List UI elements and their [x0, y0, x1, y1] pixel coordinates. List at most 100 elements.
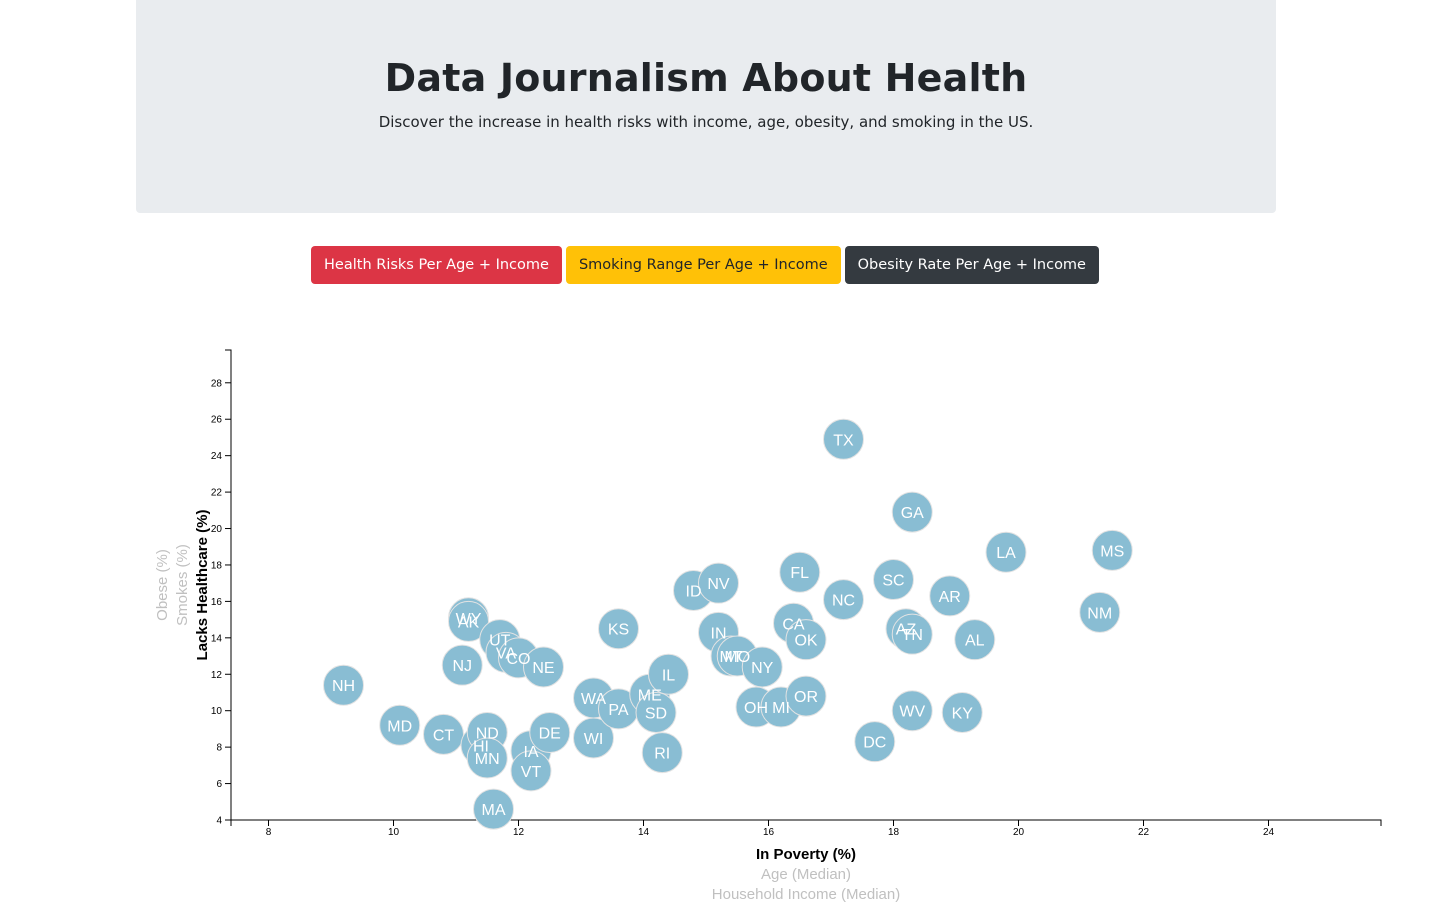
y-tick-label: 14 — [211, 633, 223, 644]
state-circle-fl[interactable] — [779, 551, 821, 593]
y-tick-label: 8 — [216, 743, 222, 754]
state-circle-tn[interactable] — [891, 613, 933, 655]
state-label-ma: MA — [482, 802, 506, 819]
x-tick-label: 24 — [1263, 827, 1275, 838]
state-circle-wi[interactable] — [573, 717, 614, 759]
page-title: Data Journalism About Health — [384, 56, 1028, 100]
smoking-range-button[interactable]: Smoking Range Per Age + Income — [565, 246, 841, 284]
y-tick-label: 12 — [211, 670, 223, 681]
state-circle-sd[interactable] — [635, 692, 677, 734]
state-label-ar: AR — [939, 589, 961, 606]
y-axis-label-2[interactable]: Obese (%) — [154, 549, 171, 621]
x-tick-label: 12 — [513, 827, 525, 838]
x-axis-label-0[interactable]: In Poverty (%) — [756, 846, 856, 863]
state-circle-ga[interactable] — [891, 491, 933, 533]
y-tick-label: 26 — [211, 415, 223, 426]
header-jumbotron: Data Journalism About Health Discover th… — [136, 0, 1276, 213]
state-label-nh: NH — [332, 678, 355, 695]
state-circle-nc[interactable] — [823, 579, 864, 621]
state-label-vt: VT — [521, 764, 542, 781]
state-circle-md[interactable] — [379, 704, 421, 746]
state-circle-nv[interactable] — [698, 562, 739, 604]
state-circle-ne[interactable] — [523, 646, 564, 688]
state-label-hi: HI — [473, 738, 489, 755]
page-subtitle: Discover the increase in health risks wi… — [378, 113, 1034, 131]
state-circle-il[interactable] — [648, 653, 689, 695]
x-tick-label: 22 — [1138, 827, 1150, 838]
state-circle-ny[interactable] — [741, 646, 783, 688]
state-circle-dc[interactable] — [854, 721, 896, 763]
y-tick-label: 20 — [211, 524, 223, 535]
state-circle-sc[interactable] — [873, 559, 914, 601]
state-label-oh: OH — [744, 700, 768, 717]
state-label-il: IL — [662, 667, 675, 684]
state-label-co: CO — [507, 651, 531, 668]
state-label-tn: TN — [902, 627, 923, 644]
state-label-la: LA — [996, 545, 1016, 562]
y-tick-label: 28 — [211, 378, 223, 389]
obesity-rate-button[interactable]: Obesity Rate Per Age + Income — [844, 246, 1099, 284]
state-label-nm: NM — [1087, 605, 1112, 622]
state-label-ny: NY — [751, 660, 774, 677]
state-label-wi: WI — [584, 731, 604, 748]
y-axis-line — [225, 349, 232, 821]
y-axis-label-0[interactable]: Lacks Healthcare (%) — [194, 510, 211, 661]
x-tick-label: 18 — [888, 827, 900, 838]
state-label-nj: NJ — [452, 658, 472, 675]
state-circle-or[interactable] — [785, 675, 827, 717]
state-label-tx: TX — [833, 432, 854, 449]
state-label-id: ID — [686, 583, 702, 600]
state-circle-nh[interactable] — [323, 664, 364, 706]
state-label-mt: MT — [719, 649, 742, 666]
state-label-pa: PA — [608, 702, 628, 719]
state-label-sc: SC — [882, 573, 904, 590]
health-risks-button[interactable]: Health Risks Per Age + Income — [311, 246, 562, 284]
state-circle-al[interactable] — [954, 619, 996, 661]
state-circle-la[interactable] — [985, 531, 1027, 573]
state-label-ms: MS — [1100, 543, 1124, 560]
state-circle-ky[interactable] — [941, 692, 983, 734]
state-circle-ar[interactable] — [929, 575, 971, 617]
state-label-ky: KY — [952, 706, 974, 723]
state-circle-de[interactable] — [529, 712, 571, 754]
state-label-ri: RI — [654, 746, 670, 763]
state-label-md: MD — [387, 718, 412, 735]
state-label-ak: AK — [458, 614, 480, 631]
y-axis-label-1[interactable]: Smokes (%) — [174, 544, 191, 626]
x-tick-label: 16 — [763, 827, 775, 838]
state-label-va: VA — [496, 645, 516, 662]
y-tick-label: 4 — [216, 816, 222, 827]
state-circle-ok[interactable] — [785, 619, 827, 661]
y-tick-label: 16 — [211, 597, 223, 608]
state-circle-ma[interactable] — [473, 788, 514, 830]
y-tick-label: 18 — [211, 560, 223, 571]
state-circle-ct[interactable] — [423, 713, 464, 755]
state-circle-nj[interactable] — [441, 644, 483, 686]
state-circle-ks[interactable] — [598, 608, 639, 650]
state-label-ne: NE — [532, 660, 554, 677]
state-circle-nm[interactable] — [1079, 591, 1121, 633]
state-circle-wv[interactable] — [891, 690, 933, 732]
state-circle-mn[interactable] — [466, 737, 508, 779]
state-label-mn: MN — [475, 751, 500, 768]
state-label-mo: MO — [724, 649, 750, 666]
button-row: Health Risks Per Age + Income Smoking Ra… — [0, 246, 1410, 284]
state-label-ca: CA — [782, 616, 805, 633]
state-circle-ri[interactable] — [641, 732, 683, 774]
y-tick-label: 10 — [211, 706, 223, 717]
x-axis-line — [230, 819, 1382, 826]
state-circle-tx[interactable] — [823, 418, 864, 460]
x-axis-label-1[interactable]: Age (Median) — [761, 866, 851, 883]
state-label-fl: FL — [790, 565, 809, 582]
state-circle-ak[interactable] — [448, 600, 489, 642]
x-axis-label-2[interactable]: Household Income (Median) — [712, 886, 900, 903]
state-label-al: AL — [965, 633, 985, 650]
state-label-sd: SD — [645, 706, 667, 723]
state-label-ga: GA — [901, 505, 924, 522]
state-circle-vt[interactable] — [510, 750, 552, 792]
state-label-nd: ND — [476, 726, 499, 743]
state-label-dc: DC — [863, 735, 886, 752]
state-circle-ms[interactable] — [1091, 529, 1133, 571]
x-tick-label: 10 — [388, 827, 400, 838]
